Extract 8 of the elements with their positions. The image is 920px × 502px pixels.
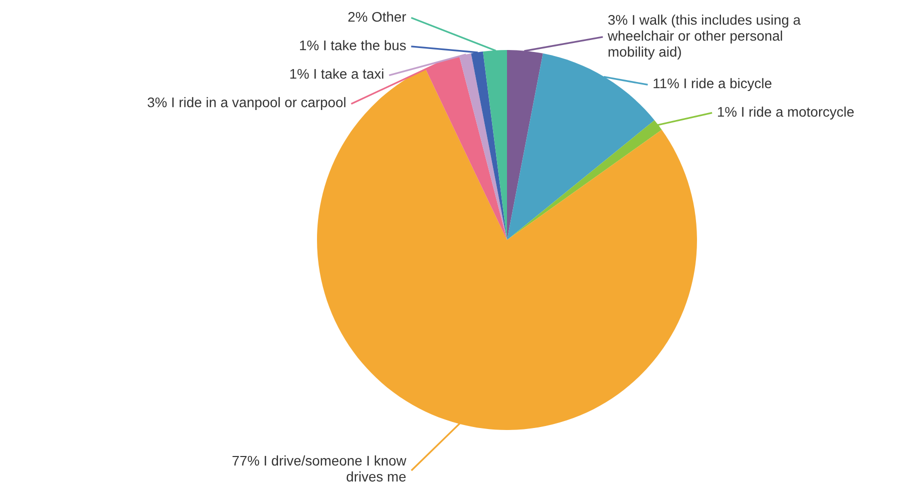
slice-label: 3% I ride in a vanpool or carpool [148, 97, 346, 110]
slice-label: 1% I take the bus [300, 40, 406, 50]
slice-label: 2% Other [348, 12, 406, 22]
slice-label: 3% I walk (this includes using a wheelchair or other personal mobility aid) [608, 14, 801, 60]
slice-label: 1% I ride a motorcycle [718, 106, 854, 120]
slice-label: 77% I drive/someone I know drives me [232, 455, 406, 482]
slice-label: 11% I ride a bicycle [654, 78, 772, 92]
slice-label: 1% I take a taxi [290, 68, 384, 79]
